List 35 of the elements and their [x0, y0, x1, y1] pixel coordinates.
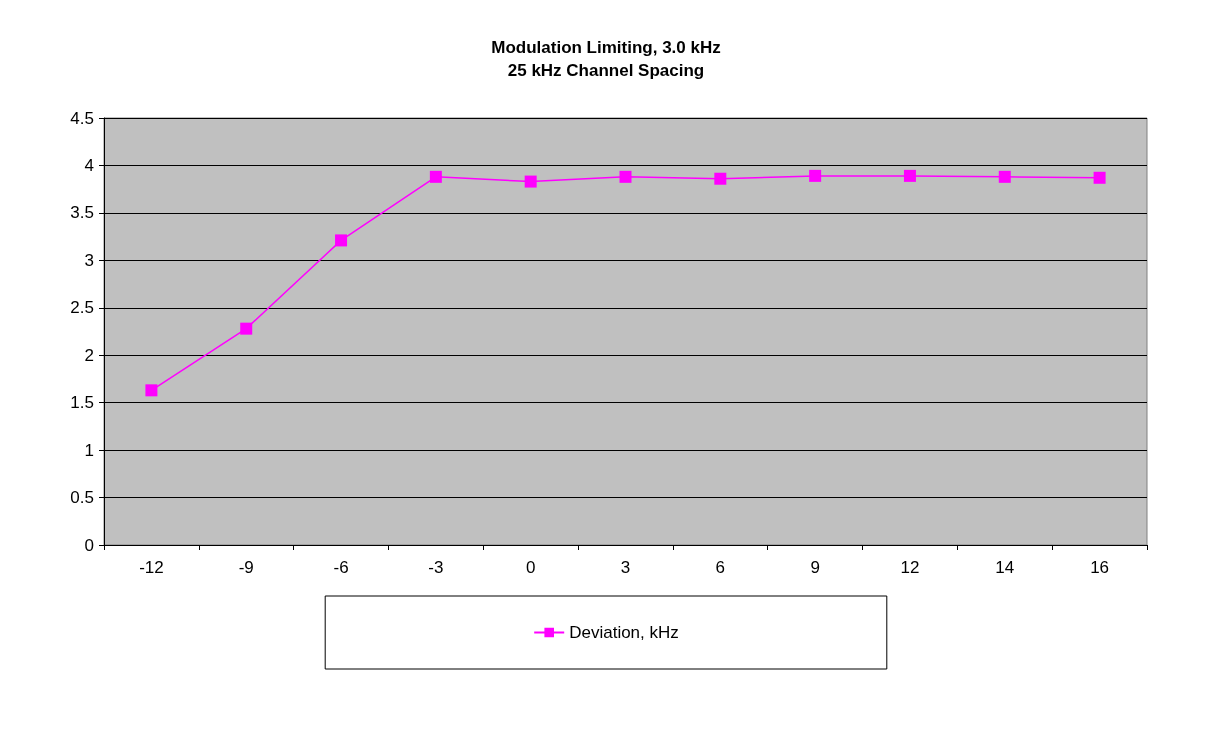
y-tick-label: 4 [84, 155, 94, 175]
chart-subtitle: 25 kHz Channel Spacing [507, 61, 705, 80]
point [903, 169, 916, 182]
point [429, 170, 442, 183]
y-tick-label: 3.5 [70, 203, 94, 223]
point [619, 170, 632, 183]
y-tick-label: 2.5 [70, 298, 94, 318]
y-tick-label: 0.5 [70, 488, 94, 508]
y-tick-label: 0 [84, 535, 94, 555]
x-tick-label: -6 [333, 558, 349, 577]
chart-title: Modulation Limiting, 3.0 kHz [491, 38, 721, 57]
x-tick-label: -12 [139, 558, 164, 577]
point [714, 172, 727, 185]
point [524, 175, 537, 188]
y-tick-label: 3 [84, 250, 94, 270]
y-tick-label: 4.5 [70, 108, 94, 128]
y-tick-label: 2 [84, 345, 94, 365]
y-tick-label: 1 [84, 440, 94, 460]
legend-label: Deviation, kHz [569, 623, 679, 642]
point [240, 322, 253, 335]
point [809, 169, 822, 182]
x-tick-label: -9 [238, 558, 254, 577]
x-tick-label: 6 [715, 558, 726, 577]
point [998, 170, 1011, 183]
point [1093, 171, 1106, 184]
x-tick-label: 14 [995, 558, 1015, 577]
x-tick-label: 12 [900, 558, 920, 577]
x-tick-label: 0 [525, 558, 536, 577]
x-tick-label: 9 [810, 558, 820, 577]
x-tick-label: -3 [428, 558, 444, 577]
x-tick-label: 16 [1090, 558, 1110, 577]
point [335, 234, 348, 247]
point [145, 384, 158, 397]
x-tick-label: 3 [620, 558, 631, 577]
y-tick-label: 1.5 [70, 393, 94, 413]
